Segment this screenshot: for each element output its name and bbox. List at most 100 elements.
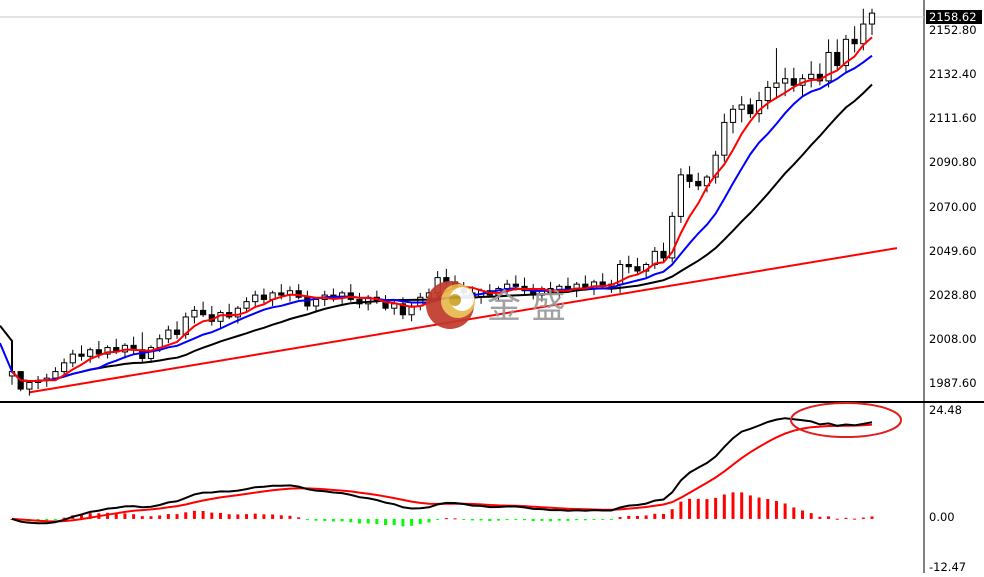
macd-histogram-bar	[609, 518, 613, 520]
macd-histogram-bar	[349, 518, 353, 523]
macd-histogram-bar	[453, 518, 457, 520]
candle-body	[173, 329, 181, 335]
macd-histogram-bar	[592, 518, 596, 520]
price-axis-labels: 2158.62 2152.80 2132.40 2111.60 2090.80 …	[926, 10, 982, 574]
macd-histogram-bar	[123, 513, 127, 519]
macd-histogram-bar	[783, 503, 787, 519]
macd-histogram-bar	[705, 499, 709, 519]
macd-histogram-bar	[436, 518, 440, 520]
candle-body	[260, 294, 268, 300]
candle-body	[69, 353, 76, 364]
macd-histogram-bar	[470, 518, 474, 521]
macd-histogram-bar	[323, 518, 327, 521]
candle-body	[738, 104, 745, 110]
macd-histogram-bar	[218, 512, 222, 519]
macd-histogram-bar	[618, 517, 622, 519]
macd-histogram-bar	[488, 518, 492, 522]
macd-histogram-bar	[818, 516, 822, 519]
candle-body	[729, 108, 737, 123]
macd-histogram-bar	[714, 497, 718, 519]
macd-histogram-bar	[844, 517, 848, 519]
current-price-box	[926, 10, 982, 24]
macd-histogram-bar	[271, 514, 275, 519]
macd-histogram-bar	[288, 515, 292, 519]
candle-body	[825, 51, 832, 82]
macd-histogram-bar	[245, 514, 249, 519]
macd-histogram-bar	[853, 518, 857, 520]
macd-histogram-bar	[549, 518, 553, 522]
candle-body	[391, 303, 398, 309]
macd-histogram-bar	[462, 518, 466, 520]
macd-histogram-bar	[670, 509, 674, 519]
macd-histogram-bar	[722, 494, 726, 519]
candle-body	[808, 73, 815, 80]
macd-histogram-bar	[792, 507, 796, 519]
macd-histogram-bar	[557, 518, 561, 521]
macd-histogram-bar	[575, 518, 579, 521]
candle-body	[399, 303, 407, 316]
macd-histogram-bar	[679, 501, 683, 519]
candle-body	[304, 296, 311, 307]
y-tick-label: 2111.60	[929, 111, 977, 125]
macd-histogram-bar	[418, 518, 422, 525]
macd-histogram-bar	[331, 518, 335, 522]
candle-body	[278, 292, 285, 296]
macd-histogram-bar	[505, 518, 509, 520]
macd-histogram-bar	[53, 518, 57, 520]
macd-histogram-bar	[514, 518, 518, 520]
macd-line	[11, 417, 873, 525]
candle-body	[512, 283, 519, 287]
macd-histogram-bar	[688, 498, 692, 519]
macd-histogram-bar	[627, 515, 631, 519]
macd-histogram-bar	[279, 515, 283, 519]
y-tick-label: 2132.40	[929, 67, 977, 81]
macd-histogram-bar	[835, 518, 839, 520]
macd-histogram-bar	[297, 517, 301, 519]
candle-body	[147, 347, 155, 359]
candle-body	[312, 298, 320, 307]
candle-body	[252, 294, 259, 303]
candle-body	[243, 301, 250, 309]
macd-histogram-bar	[236, 514, 240, 519]
candle-body	[121, 344, 129, 353]
macd-histogram-bar	[731, 492, 735, 519]
candle-body	[860, 23, 867, 45]
macd-histogram-bar	[253, 513, 257, 519]
candle-body	[26, 382, 33, 390]
macd-histogram-bar	[427, 518, 431, 523]
macd-histogram-bar	[175, 514, 179, 519]
candle-body	[686, 174, 693, 182]
candle-body	[782, 78, 789, 84]
macd-histogram-bar	[340, 518, 344, 522]
macd-tick-label: -12.47	[929, 560, 966, 573]
macd-histogram-bar	[827, 516, 831, 519]
macd-histogram-bar	[210, 512, 214, 519]
macd-histogram-bar	[392, 518, 396, 526]
candle-body	[842, 38, 850, 67]
macd-histogram-bar	[401, 518, 405, 527]
macd-histogram-bar	[644, 515, 648, 519]
candle-body	[78, 353, 85, 357]
macd-histogram-bar	[375, 518, 379, 524]
macd-histogram-bar	[496, 518, 500, 521]
macd-histogram-bar	[305, 518, 309, 520]
candle-body	[634, 266, 641, 272]
macd-tick-label: 0.00	[929, 510, 955, 524]
macd-tick-label: 24.48	[929, 403, 962, 417]
y-tick-label: 2008.00	[929, 332, 977, 346]
macd-histogram-bar	[444, 518, 448, 520]
macd-histogram-bar	[45, 518, 49, 521]
y-tick-label: 2028.80	[929, 288, 977, 302]
macd-histogram-bar	[601, 518, 605, 520]
macd-histogram-bar	[149, 516, 153, 519]
y-tick-label: 2090.80	[929, 155, 977, 169]
macd-histogram-bar	[870, 516, 874, 519]
y-tick-label: 2152.80	[929, 23, 977, 37]
candle-body	[165, 329, 172, 340]
candle-body	[851, 38, 858, 45]
candle-body	[790, 78, 797, 86]
macd-histogram-bar	[410, 518, 414, 526]
macd-histogram-bar	[366, 518, 370, 524]
candle-body	[104, 347, 111, 355]
macd-histogram-bar	[566, 518, 570, 521]
